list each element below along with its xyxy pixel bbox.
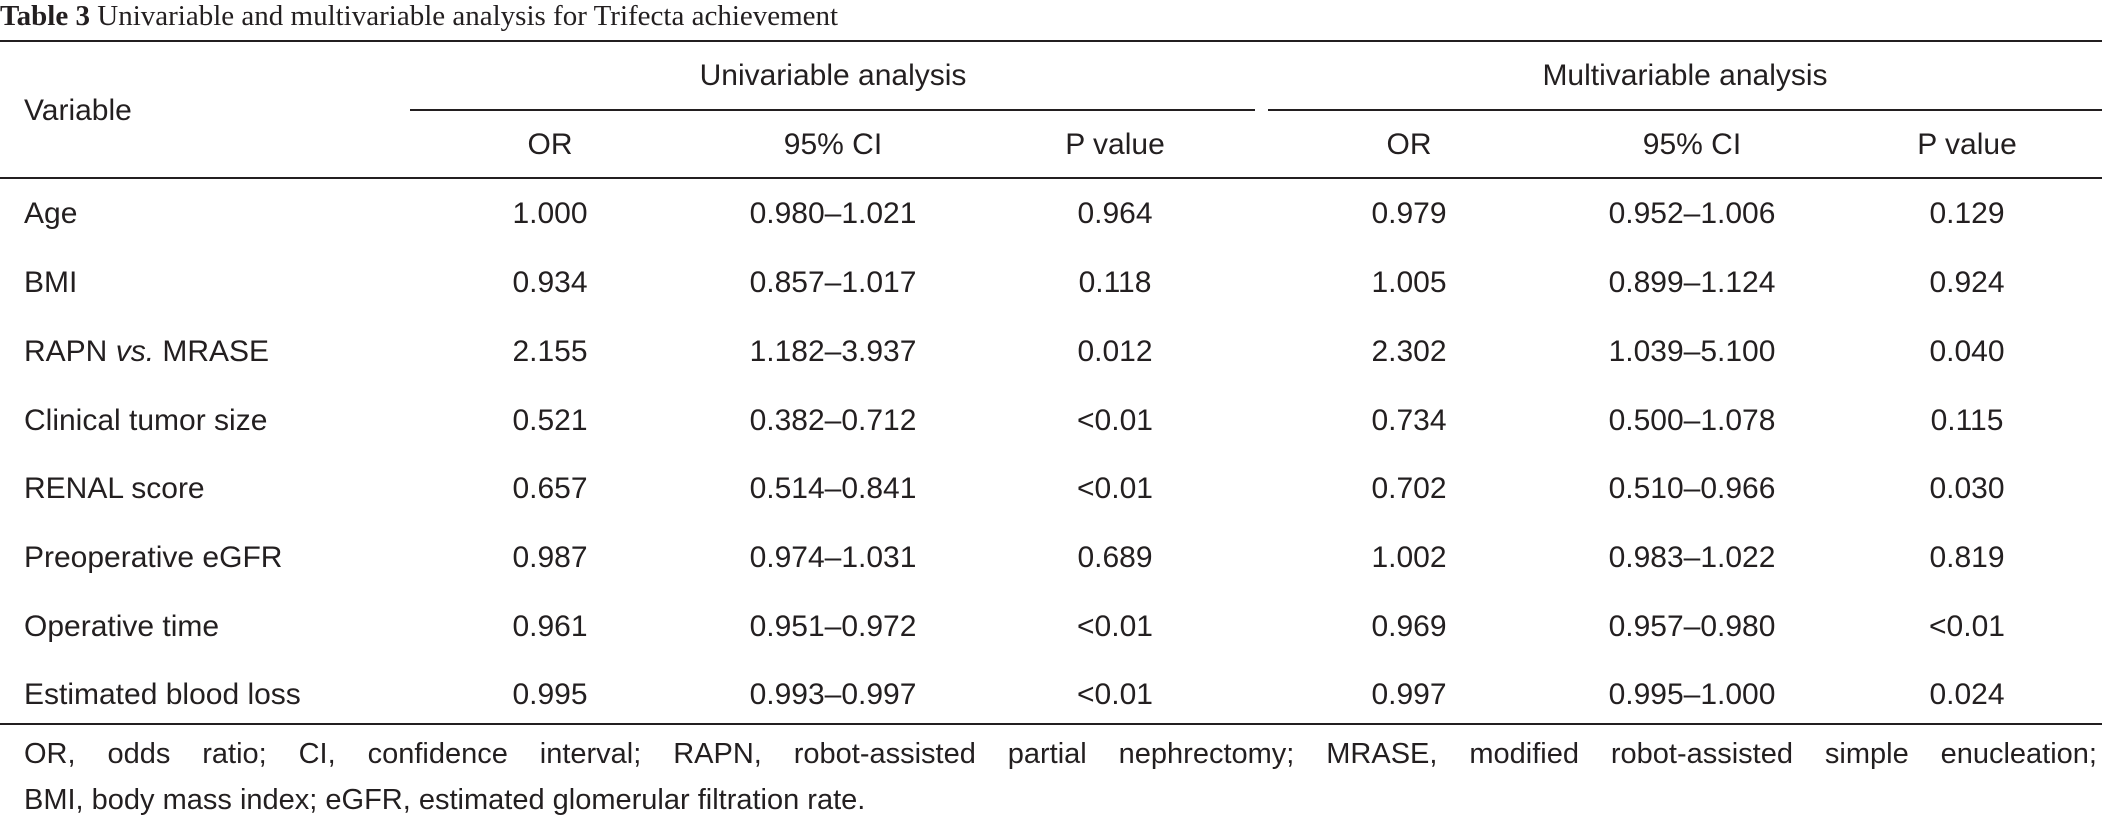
footnote-line-1: OR, odds ratio; CI, confidence interval;… xyxy=(24,738,2097,770)
cell-univariable-or: 0.657 xyxy=(512,472,588,505)
row-label: Estimated blood loss xyxy=(24,678,301,712)
cell-multivariable-or: 0.979 xyxy=(1371,197,1447,230)
row-label-text: Operative time xyxy=(24,610,220,643)
cell-multivariable-p: <0.01 xyxy=(1929,610,2005,643)
cell-multivariable-or: 1.005 xyxy=(1371,266,1447,299)
header-multivariable-ci: 95% CI xyxy=(1642,128,1742,161)
row-label-text: Preoperative eGFR xyxy=(24,541,283,574)
cell-univariable-ci: 1.182–3.937 xyxy=(749,335,917,368)
header-univariable-ci: 95% CI xyxy=(783,128,883,161)
cell-univariable-p: <0.01 xyxy=(1077,610,1153,643)
cell-multivariable-or: 0.997 xyxy=(1371,678,1447,711)
cell-multivariable-ci: 0.952–1.006 xyxy=(1608,197,1776,230)
table-label: Table 3 xyxy=(0,0,90,32)
cell-multivariable-p: 0.024 xyxy=(1929,678,2005,711)
cell-univariable-ci: 0.980–1.021 xyxy=(749,197,917,230)
row-label: Clinical tumor size xyxy=(24,404,267,438)
cell-multivariable-p: 0.040 xyxy=(1929,335,2005,368)
row-label-text: Age xyxy=(24,197,78,230)
cell-univariable-p: 0.012 xyxy=(1077,335,1153,368)
cell-univariable-p: 0.964 xyxy=(1077,197,1153,230)
cell-multivariable-ci: 0.983–1.022 xyxy=(1608,541,1776,574)
cell-univariable-p: <0.01 xyxy=(1077,472,1153,505)
cell-univariable-ci: 0.974–1.031 xyxy=(749,541,917,574)
cell-multivariable-or: 0.734 xyxy=(1371,404,1447,437)
cell-multivariable-p: 0.129 xyxy=(1929,197,2005,230)
cell-multivariable-p: 0.924 xyxy=(1929,266,2005,299)
cell-multivariable-or: 2.302 xyxy=(1371,335,1447,368)
row-label-text: RAPN xyxy=(24,335,116,368)
cell-multivariable-or: 1.002 xyxy=(1371,541,1447,574)
table-caption: Table 3 Univariable and multivariable an… xyxy=(0,0,838,32)
row-label: RAPN vs. MRASE xyxy=(24,335,269,369)
header-variable: Variable xyxy=(24,94,132,127)
row-label-text: Estimated blood loss xyxy=(24,678,301,711)
cell-univariable-ci: 0.993–0.997 xyxy=(749,678,917,711)
header-univariable-p: P value xyxy=(1065,128,1165,161)
cell-univariable-or: 2.155 xyxy=(512,335,588,368)
header-multivariable-p: P value xyxy=(1917,128,2017,161)
footnote-line-2: BMI, body mass index; eGFR, estimated gl… xyxy=(24,784,866,816)
cell-multivariable-ci: 0.510–0.966 xyxy=(1608,472,1776,505)
univariable-rule xyxy=(410,109,1255,111)
cell-multivariable-ci: 0.995–1.000 xyxy=(1608,678,1776,711)
row-label-italic: vs. xyxy=(115,335,155,368)
cell-univariable-p: <0.01 xyxy=(1077,404,1153,437)
bottom-rule xyxy=(0,723,2102,725)
row-label: Age xyxy=(24,197,77,231)
header-bottom-rule xyxy=(0,177,2102,179)
cell-univariable-p: <0.01 xyxy=(1077,678,1153,711)
cell-univariable-ci: 0.951–0.972 xyxy=(749,610,917,643)
row-label: BMI xyxy=(24,266,77,300)
row-label-text: BMI xyxy=(24,266,78,299)
cell-multivariable-or: 0.969 xyxy=(1371,610,1447,643)
header-univariable-or: OR xyxy=(527,128,573,161)
cell-univariable-ci: 0.382–0.712 xyxy=(749,404,917,437)
header-multivariable: Multivariable analysis xyxy=(1542,59,1828,92)
cell-univariable-or: 0.961 xyxy=(512,610,588,643)
cell-multivariable-or: 0.702 xyxy=(1371,472,1447,505)
cell-univariable-p: 0.118 xyxy=(1078,266,1152,299)
cell-multivariable-p: 0.030 xyxy=(1929,472,2005,505)
header-univariable: Univariable analysis xyxy=(699,59,967,92)
cell-multivariable-p: 0.115 xyxy=(1930,404,2004,437)
header-multivariable-or: OR xyxy=(1386,128,1432,161)
cell-univariable-or: 0.934 xyxy=(512,266,588,299)
row-label: Operative time xyxy=(24,610,219,644)
cell-univariable-or: 0.995 xyxy=(512,678,588,711)
cell-univariable-or: 0.521 xyxy=(512,404,588,437)
row-label-text: Clinical tumor size xyxy=(24,404,268,437)
top-rule xyxy=(0,40,2102,42)
cell-univariable-or: 0.987 xyxy=(512,541,588,574)
cell-multivariable-ci: 0.957–0.980 xyxy=(1608,610,1776,643)
row-label-after: MRASE xyxy=(154,335,270,368)
multivariable-rule xyxy=(1268,109,2102,111)
cell-multivariable-ci: 0.500–1.078 xyxy=(1608,404,1776,437)
cell-univariable-or: 1.000 xyxy=(512,197,588,230)
row-label: Preoperative eGFR xyxy=(24,541,282,575)
table-title: Univariable and multivariable analysis f… xyxy=(97,0,839,32)
cell-univariable-ci: 0.857–1.017 xyxy=(749,266,917,299)
cell-multivariable-p: 0.819 xyxy=(1929,541,2005,574)
cell-univariable-p: 0.689 xyxy=(1077,541,1153,574)
row-label: RENAL score xyxy=(24,472,205,506)
cell-univariable-ci: 0.514–0.841 xyxy=(749,472,917,505)
cell-multivariable-ci: 1.039–5.100 xyxy=(1608,335,1776,368)
cell-multivariable-ci: 0.899–1.124 xyxy=(1608,266,1776,299)
row-label-text: RENAL score xyxy=(24,472,205,505)
